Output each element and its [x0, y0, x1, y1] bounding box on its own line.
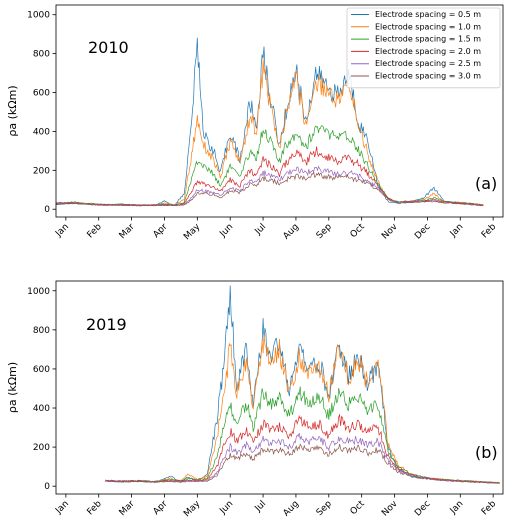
axes-frame [55, 280, 504, 495]
axes-frame [55, 4, 504, 218]
series-line-1-0m [105, 334, 500, 484]
x-tick-label: Jan [53, 499, 71, 517]
series-group [56, 37, 484, 207]
x-tick-label: Jun [218, 222, 236, 240]
x-tick-label: Dec [413, 222, 432, 241]
y-tick-label: 200 [33, 443, 50, 453]
panel-label: (a) [475, 174, 497, 193]
y-axis-label: ρa (kΩm) [6, 362, 19, 413]
panel-a: 0 200 400 600 800 1000 Jan Feb Mar Apr May Jun Jul Au… [6, 4, 504, 243]
x-tick-label: Jul [253, 499, 268, 514]
series-line-1-5m [56, 125, 484, 206]
x-tick-label: Nov [380, 222, 400, 242]
x-tick-label: May [182, 222, 203, 243]
x-tick-label: Jan [53, 222, 71, 240]
x-tick-label: Jun [218, 499, 236, 517]
legend-box [346, 7, 501, 89]
x-tick-label: Oct [349, 222, 367, 240]
x-tick-label: Dec [413, 499, 432, 518]
year-annotation: 2010 [88, 38, 129, 57]
x-tick-label: Feb [480, 499, 499, 518]
panel-b: 0 200 400 600 800 1000 Jan Feb Mar Apr May Jun Jul Au… [6, 280, 504, 520]
x-tick-label: Jul [253, 222, 268, 237]
legend: Electrode spacing = 0.5 m Electrode spaci… [346, 7, 501, 89]
y-tick-label: 400 [33, 127, 50, 137]
series-line-3-0m [56, 170, 484, 207]
y-tick-label: 200 [33, 166, 50, 176]
x-tick-label: May [182, 499, 203, 520]
x-tick-label: Sep [315, 499, 334, 518]
legend-entry: Electrode spacing = 0.5 m [375, 10, 481, 19]
legend-entry: Electrode spacing = 1.5 m [375, 35, 481, 44]
y-tick-label: 600 [33, 89, 50, 99]
legend-entry: Electrode spacing = 3.0 m [375, 72, 481, 81]
series-group [105, 285, 500, 484]
panel-label: (b) [475, 443, 498, 462]
series-line-2-0m [56, 146, 484, 206]
y-tick-label: 0 [44, 482, 50, 492]
x-tick-label: Apr [151, 499, 169, 517]
y-tick-label: 1000 [27, 287, 50, 297]
series-line-2-5m [56, 165, 484, 207]
y-tick-label: 800 [33, 50, 50, 60]
y-tick-label: 1000 [27, 11, 50, 21]
year-annotation: 2019 [86, 315, 127, 334]
x-tick-label: Jan [448, 499, 466, 517]
x-tick-label: Mar [118, 222, 137, 241]
x-tick-label: Feb [86, 222, 105, 241]
series-line-0-5m [105, 285, 500, 484]
y-tick-label: 800 [33, 326, 50, 336]
x-tick-label: Aug [282, 222, 302, 242]
y-axis-label: ρa (kΩm) [6, 85, 19, 136]
x-tick-label: Aug [282, 499, 302, 519]
x-tick-label: Feb [86, 499, 105, 518]
y-tick-label: 600 [33, 365, 50, 375]
series-line-1-5m [105, 386, 500, 484]
legend-entry: Electrode spacing = 1.0 m [375, 22, 481, 31]
x-tick-label: Jan [448, 222, 466, 240]
y-tick-label: 400 [33, 404, 50, 414]
x-tick-label: Sep [315, 222, 334, 241]
x-tick-label: Oct [349, 499, 367, 517]
x-tick-label: Apr [151, 222, 169, 240]
x-tick-label: Feb [480, 222, 499, 241]
series-line-2-5m [105, 432, 500, 484]
series-line-3-0m [105, 443, 500, 484]
legend-entry: Electrode spacing = 2.5 m [375, 59, 481, 68]
x-tick-label: Nov [380, 499, 400, 519]
x-tick-label: Mar [118, 499, 137, 518]
y-tick-label: 0 [44, 205, 50, 215]
legend-entry: Electrode spacing = 2.0 m [375, 47, 481, 56]
